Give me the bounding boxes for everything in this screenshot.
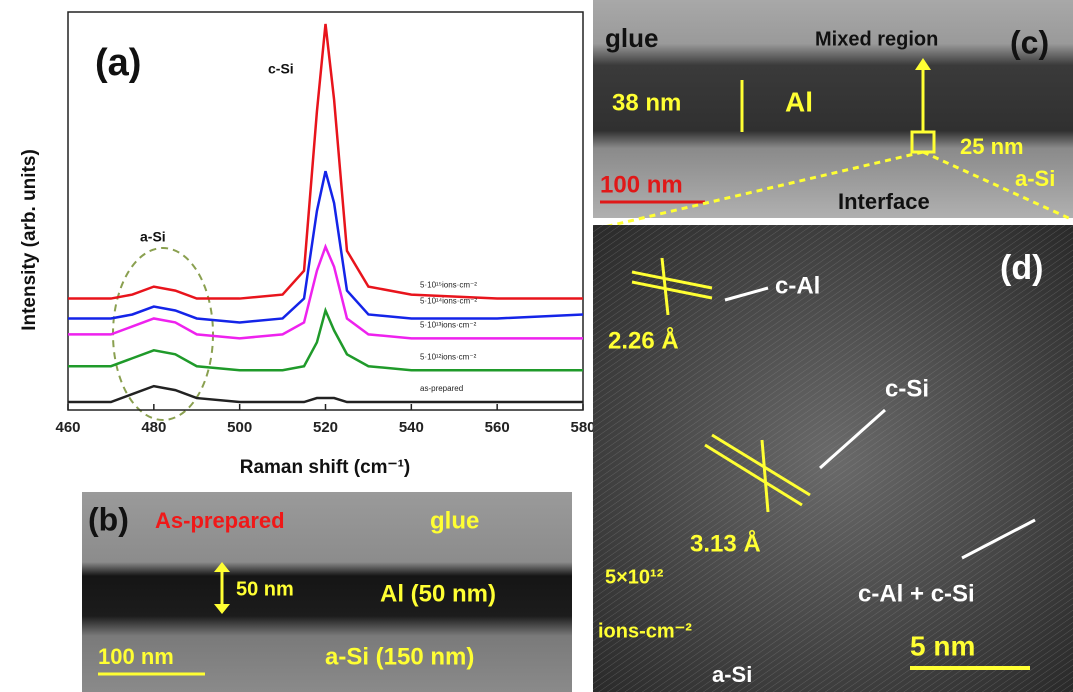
x-tick-label: 460	[55, 419, 80, 436]
series-line	[68, 386, 583, 402]
panel-c: glue Mixed region (c) 38 nm Al 25 nm 100…	[593, 0, 1073, 228]
legend-label: 5·10¹⁴ions·cm⁻²	[420, 297, 477, 306]
panel-d: (d) c-Al 2.26 Å c-Si 3.13 Å 5×10¹² ions-…	[593, 225, 1073, 692]
layer-label: glue	[430, 507, 479, 534]
panel-b: (b) As-prepared glue 50 nm Al (50 nm) a-…	[82, 492, 572, 692]
spacing-label: 2.26 Å	[608, 326, 679, 354]
layer-label: a-Si (150 nm)	[325, 643, 474, 670]
layer-label: Al (50 nm)	[380, 580, 496, 607]
layer-label: glue	[605, 23, 658, 53]
page: {"chart_data": {"type": "line", "panel_l…	[0, 0, 1073, 692]
panel-label: (b)	[88, 501, 129, 537]
legend-label: 5·10¹³ions·cm⁻²	[420, 320, 477, 329]
x-tick-label: 520	[313, 419, 338, 436]
dose-label: 5×10¹²	[605, 566, 664, 588]
layer-label: Al	[785, 86, 813, 117]
dose-label: ions-cm⁻²	[598, 620, 692, 642]
x-tick-label: 560	[485, 419, 510, 436]
thickness-label: 50 nm	[236, 578, 294, 600]
phase-label: a-Si	[712, 662, 752, 687]
x-tick-label: 500	[227, 419, 252, 436]
x-tick-label: 580	[570, 419, 595, 436]
panel-a: (a) c-Si a-Si Raman shift (cm⁻¹) Intensi…	[19, 12, 596, 478]
legend-label: as-prepared	[420, 384, 463, 393]
phase-label: c-Si	[885, 375, 929, 402]
x-tick-label: 480	[141, 419, 166, 436]
annotation: c-Si	[268, 61, 294, 77]
phase-label: c-Al + c-Si	[858, 580, 975, 607]
x-tick-label: 540	[399, 419, 424, 436]
panel-label: (c)	[1010, 24, 1049, 60]
series-line	[68, 24, 583, 299]
panel-label: (a)	[95, 42, 141, 84]
legend-label: 5·10¹⁵ions·cm⁻²	[420, 281, 477, 290]
spacing-label: 3.13 Å	[690, 529, 761, 557]
thickness-label: 25 nm	[960, 134, 1024, 159]
plot-frame	[68, 12, 583, 410]
annotation: a-Si	[140, 229, 166, 245]
region-label: Interface	[838, 189, 930, 214]
thickness-label: 38 nm	[612, 89, 681, 116]
phase-label: c-Al	[775, 272, 820, 299]
y-axis-label: Intensity (arb. units)	[19, 149, 40, 331]
scale-label: 100 nm	[98, 644, 174, 669]
region-label: Mixed region	[815, 28, 938, 50]
x-axis-label: Raman shift (cm⁻¹)	[240, 457, 411, 478]
series-line	[68, 311, 583, 371]
panel-label: (d)	[1000, 249, 1043, 287]
figure: (a) c-Si a-Si Raman shift (cm⁻¹) Intensi…	[0, 0, 1073, 692]
scale-label: 5 nm	[910, 630, 975, 661]
layer-label: a-Si	[1015, 166, 1055, 191]
series-line	[68, 247, 583, 339]
legend-label: 5·10¹²ions·cm⁻²	[420, 352, 477, 361]
sample-label: As-prepared	[155, 508, 285, 533]
scale-label: 100 nm	[600, 171, 683, 198]
